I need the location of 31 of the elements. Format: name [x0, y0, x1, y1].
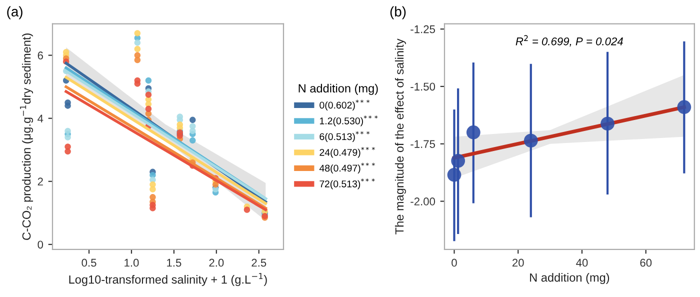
x-tick-label: 60: [640, 258, 652, 267]
text: (a): [7, 6, 22, 20]
x-tick-label: 1.0: [124, 258, 139, 267]
y-tick-label: 4: [38, 114, 44, 122]
legend-label: 0(0.602)$^{***}$: [320, 100, 370, 111]
legend-label: 1.2(0.530)$^{***}$: [320, 115, 378, 126]
x-tick-label: 40: [576, 258, 588, 267]
legend-title: N addition (mg): [298, 84, 378, 95]
x-axis-title: Log10-transformed salinity + 1 (g.L$^{−1}$): [69, 273, 267, 286]
x-tick-label: 0.5: [82, 258, 96, 267]
y-axis-title: The magnitude of the effect of salinity: [394, 38, 406, 234]
x-tick-label: 1.5: [167, 258, 182, 267]
y-tick-label: 2: [38, 178, 43, 186]
y-tick-label: 0: [38, 240, 44, 249]
y-axis-title: C-CO₂ production (μg.g$^{−1}$dry sediment): [20, 34, 34, 240]
x-tick-label: 0: [452, 258, 457, 267]
y-tick-label: -2.00: [410, 198, 436, 206]
annotation: R$^{2}$ = 0.699, P = 0.024: [516, 35, 623, 47]
x-axis-title: N addition (mg): [530, 273, 610, 284]
legend-label: 72(0.513)$^{***}$: [320, 178, 375, 190]
legend-label: 24(0.479)$^{***}$: [320, 146, 375, 158]
y-tick-label: -1.75: [410, 140, 436, 148]
y-tick-label: 6: [38, 52, 43, 60]
y-tick-label: -1.25: [410, 25, 436, 34]
legend-label: 6(0.513)$^{***}$: [320, 131, 370, 142]
x-tick-label: 2.5: [252, 258, 266, 267]
text: (b): [390, 6, 406, 20]
x-tick-label: 20: [512, 258, 524, 267]
x-tick-label: 2.0: [209, 258, 224, 267]
y-tick-label: -1.50: [410, 82, 436, 91]
legend-label: 48(0.497)$^{***}$: [319, 162, 375, 174]
